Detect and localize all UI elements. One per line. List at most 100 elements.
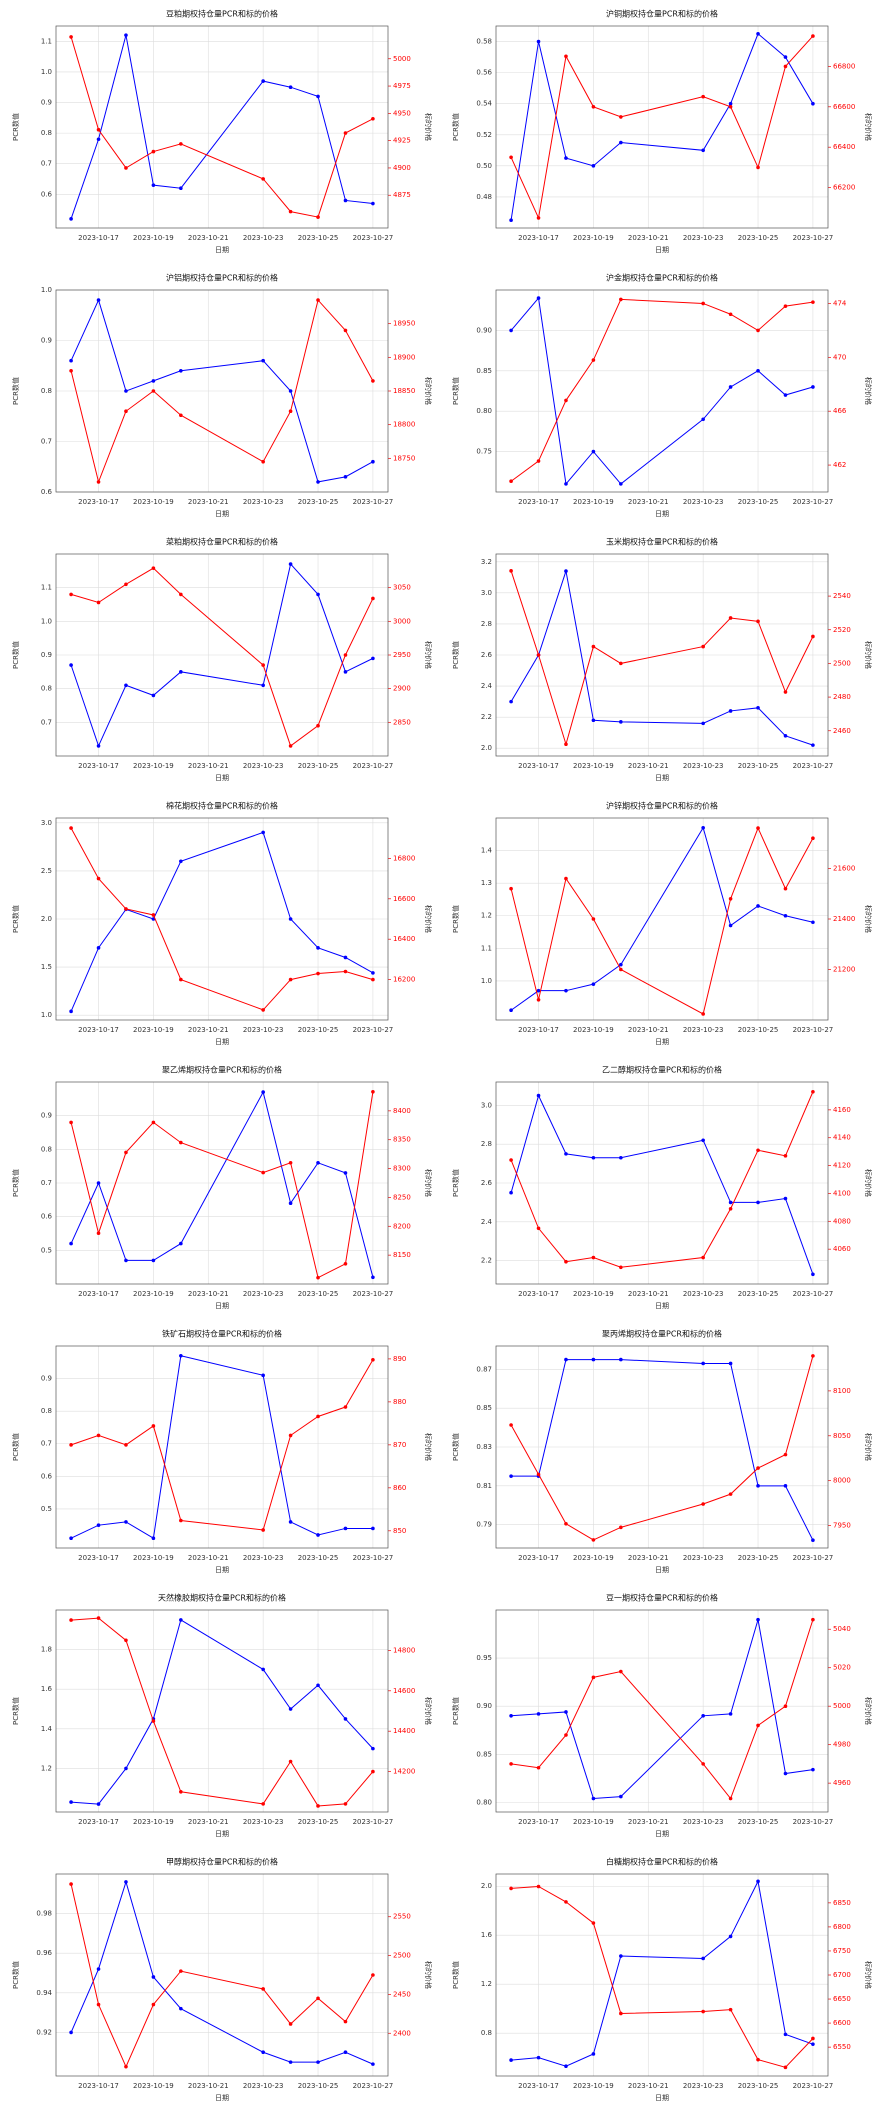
data-point [591,2052,596,2056]
data-point [591,644,596,649]
y-tick-label: 0.8 [41,1145,52,1153]
data-point [316,1414,320,1419]
y-tick-label: 2.0 [41,915,52,923]
x-tick-label: 2023-10-19 [133,1290,174,1298]
data-point [69,2030,73,2035]
data-point [343,2019,348,2024]
y2-tick-label: 870 [393,1441,406,1449]
x-tick-label: 2023-10-17 [78,1290,119,1298]
x-tick-label: 2023-10-19 [573,498,614,506]
x-tick-label: 2023-10-17 [518,1818,559,1826]
y-tick-label: 0.83 [476,1443,492,1451]
x-tick-label: 2023-10-27 [793,1818,834,1826]
chart-panel: 豆粕期权持仓量PCR和标的价格 2023-10-17 2023-10-19 2023-… [11,9,433,255]
y-tick-label: 0.96 [36,1949,52,1957]
y2-tick-label: 8150 [393,1251,411,1259]
y2-tick-label: 6650 [833,1995,851,2003]
y2-axis-label: 标的价格 [864,113,873,141]
y2-tick-label: 5000 [393,55,411,63]
series-line [70,827,374,1011]
data-point [288,977,293,982]
y-tick-label: 0.52 [476,131,492,139]
plot-frame [495,25,829,229]
data-point [124,166,128,170]
data-point [756,31,760,36]
x-tick-label: 2023-10-27 [793,1290,834,1298]
data-point [619,1155,623,1160]
y2-tick-label: 4980 [833,1741,851,1749]
data-point [619,482,623,486]
data-point [756,826,760,830]
y2-tick-label: 21400 [833,915,855,923]
data-point [509,569,513,573]
data-point [564,1733,568,1737]
y-tick-label: 1.6 [481,1931,493,1939]
y2-tick-label: 6800 [833,1923,851,1931]
series-line [510,1094,814,1275]
data-point [179,413,183,418]
data-point [701,1956,705,1961]
data-point [69,1882,73,1886]
y2-tick-label: 16600 [393,895,415,903]
data-point [69,1800,73,1804]
y2-tick-label: 3050 [393,584,411,592]
data-point [261,79,265,83]
data-point [536,296,541,300]
data-point [591,1255,596,1260]
data-point [69,1241,73,1246]
data-point [343,653,348,657]
data-point [316,215,320,219]
data-point [783,1771,788,1776]
data-point [701,94,705,99]
data-point [756,1879,760,1884]
series-line [511,1619,813,1800]
chart-panel: 天然橡胶期权持仓量PCR和标的价格 2023-10-17 2023-10-19 202… [11,1593,433,1839]
data-point [619,1794,623,1799]
y2-tick-label: 8350 [393,1136,411,1144]
y2-tick-label: 14800 [393,1646,415,1654]
data-point [96,1231,101,1236]
data-point [728,1934,733,1939]
data-point [261,1170,265,1175]
y2-tick-label: 6850 [833,1899,851,1907]
data-point [371,201,375,206]
y2-axis-label: 标的价格 [864,641,873,669]
y2-tick-label: 880 [393,1398,406,1406]
y-tick-label: 1.0 [41,286,52,294]
series-line [70,298,374,483]
data-point [371,379,375,383]
y-tick-label: 0.7 [41,1440,52,1448]
x-tick-label: 2023-10-23 [683,1818,724,1826]
data-point [261,2050,265,2055]
data-point [728,1361,733,1366]
y2-tick-label: 66800 [833,62,855,70]
data-point [619,720,623,724]
chart-title: 玉米期权持仓量PCR和标的价格 [606,537,718,547]
x-axis-label: 日期 [655,774,669,782]
data-point [783,690,788,694]
data-point [124,1520,128,1524]
data-point [701,1012,705,1016]
plot-frame [495,1873,829,2077]
chart-panel: 菜粕期权持仓量PCR和标的价格 2023-10-17 2023-10-19 2023-… [11,537,433,783]
data-point [701,1762,705,1766]
data-point [288,409,293,413]
x-tick-label: 2023-10-19 [133,1818,174,1826]
series-line [510,296,814,486]
data-point [371,1769,375,1774]
x-tick-label: 2023-10-27 [793,2082,834,2090]
data-point [261,459,265,464]
data-point [564,742,568,747]
data-point [619,962,623,967]
series-line [70,35,373,219]
x-axis-label: 日期 [655,1302,669,1310]
data-point [564,569,568,573]
series-line [510,32,814,221]
data-point [591,164,596,168]
series-line [510,298,813,482]
x-tick-label: 2023-10-27 [353,1290,394,1298]
x-tick-label: 2023-10-27 [353,1818,394,1826]
data-point [151,566,156,570]
data-point [343,1717,348,1721]
data-point [96,876,101,881]
